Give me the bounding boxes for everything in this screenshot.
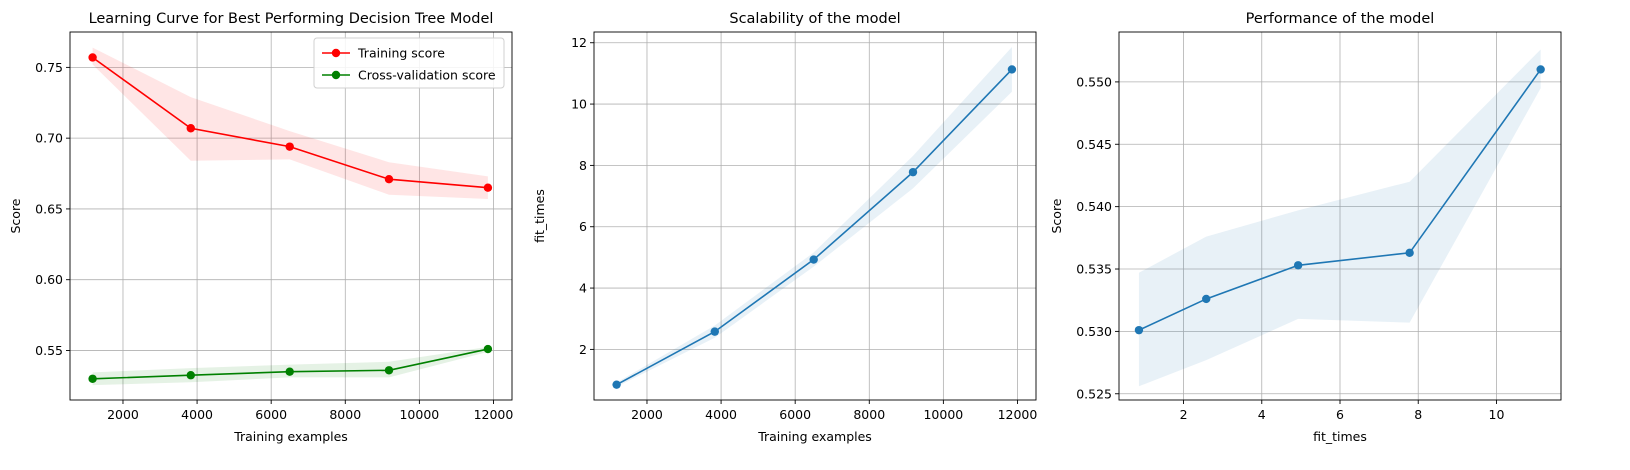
chart-title: Learning Curve for Best Performing Decis… xyxy=(89,11,494,27)
y-tick-label: 0.545 xyxy=(1076,137,1112,152)
data-point xyxy=(384,366,394,375)
legend: Training score Cross-validation score xyxy=(313,37,505,89)
data-point xyxy=(1293,261,1303,270)
legend-swatch-marker xyxy=(331,70,341,80)
y-tick-label: 0.535 xyxy=(1076,262,1112,277)
x-tick-label: 8 xyxy=(1414,407,1422,422)
x-tick-label: 8000 xyxy=(853,407,885,422)
x-tick-label: 10000 xyxy=(923,407,963,422)
chart-title: Performance of the model xyxy=(1246,11,1435,27)
y-tick-label: 0.65 xyxy=(35,201,63,216)
x-tick-label: 2 xyxy=(1180,407,1188,422)
legend-swatch-marker xyxy=(331,48,341,58)
data-point xyxy=(1405,248,1414,257)
y-tick-label: 0.530 xyxy=(1076,324,1112,339)
y-axis-label: fit_times xyxy=(532,189,547,243)
confidence-band-series-1 xyxy=(1138,49,1541,387)
y-tick-label: 2 xyxy=(579,342,587,357)
data-point xyxy=(186,124,195,133)
chart-panel-2: 2000 4000 6000 8000 10000 12000 2 4 6 8 10 12 Scalab… xyxy=(532,11,1037,444)
legend-entry-label: Training score xyxy=(357,46,445,61)
x-axis-label: Training examples xyxy=(233,429,348,444)
data-point xyxy=(1536,65,1545,74)
y-tick-label: 4 xyxy=(579,281,587,296)
x-axis-label: fit_times xyxy=(1313,429,1367,444)
x-tick-label: 12000 xyxy=(474,407,514,422)
y-axis-label: Score xyxy=(1049,198,1064,233)
data-point xyxy=(483,183,493,192)
y-tick-label: 0.540 xyxy=(1076,199,1112,214)
data-point xyxy=(483,344,493,354)
x-tick-label: 6000 xyxy=(255,407,287,422)
chart-panel-1: 2000 4000 6000 8000 10000 12000 0.55 0.60 0.65 0.… xyxy=(8,11,513,444)
y-tick-label: 0.550 xyxy=(1076,74,1112,89)
plot-frame xyxy=(69,31,513,401)
y-tick-label: 0.55 xyxy=(35,343,63,358)
chart-panel-3: 2 4 6 8 10 0.525 0.530 0.535 0.540 0.545 0.550 Perf… xyxy=(1049,11,1562,444)
legend-entry-label: Cross-validation score xyxy=(358,68,496,83)
y-tick-label: 6 xyxy=(579,219,587,234)
x-tick-label: 2000 xyxy=(631,407,663,422)
x-tick-label: 10000 xyxy=(399,407,439,422)
data-point xyxy=(612,380,621,389)
y-tick-label: 8 xyxy=(579,158,587,173)
y-tick-label: 0.60 xyxy=(35,272,63,287)
data-point xyxy=(384,175,394,184)
y-tick-label: 0.70 xyxy=(35,131,63,146)
x-axis-label: Training examples xyxy=(757,429,872,444)
data-point xyxy=(1007,65,1017,74)
x-tick-label: 2000 xyxy=(107,407,139,422)
legend-box xyxy=(313,37,505,89)
data-point xyxy=(186,371,195,380)
data-point xyxy=(809,255,818,264)
confidence-band-series-1 xyxy=(616,47,1012,387)
x-tick-label: 10 xyxy=(1489,407,1505,422)
data-point xyxy=(285,142,294,151)
y-tick-label: 0.525 xyxy=(1076,386,1112,401)
y-tick-label: 0.75 xyxy=(35,60,63,75)
x-tick-label: 12000 xyxy=(998,407,1038,422)
chart-title: Scalability of the model xyxy=(729,11,900,27)
plot-frame xyxy=(593,31,1037,401)
data-point xyxy=(710,327,719,336)
confidence-band-series-2 xyxy=(92,346,488,386)
y-axis-label: Score xyxy=(8,198,23,233)
y-tick-label: 10 xyxy=(571,97,587,112)
x-tick-label: 6000 xyxy=(779,407,811,422)
data-point xyxy=(908,167,918,177)
y-tick-label: 12 xyxy=(571,35,587,50)
data-point xyxy=(88,374,97,383)
data-point xyxy=(1202,294,1211,304)
data-point xyxy=(285,367,294,376)
x-tick-label: 6 xyxy=(1336,407,1344,422)
x-tick-label: 4000 xyxy=(705,407,737,422)
x-tick-label: 8000 xyxy=(329,407,361,422)
x-tick-label: 4 xyxy=(1258,407,1266,422)
x-tick-label: 4000 xyxy=(181,407,213,422)
data-point xyxy=(1134,325,1144,335)
data-point xyxy=(88,53,97,62)
